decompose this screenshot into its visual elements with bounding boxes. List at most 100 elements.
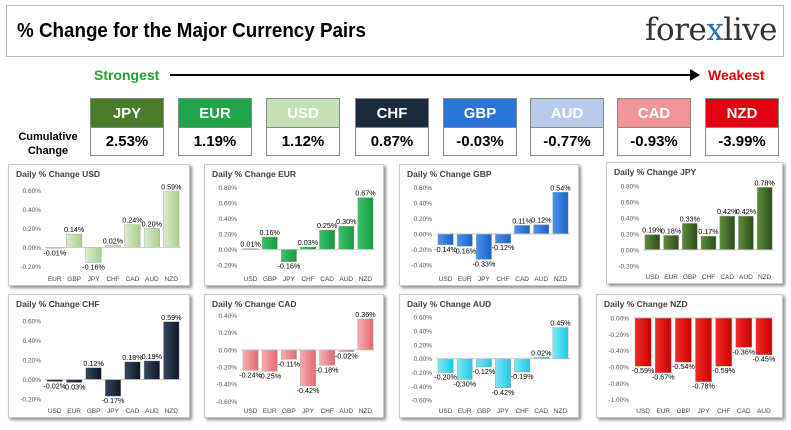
x-tick-label: CAD bbox=[534, 408, 548, 415]
y-tick-label: -0.40% bbox=[411, 262, 432, 269]
currency-box-chf: CHF 0.87% bbox=[355, 98, 429, 156]
chart-panel-cad: Daily % Change CAD -0.60% -0.40% -0.20% 0.0… bbox=[204, 294, 384, 418]
data-label: -0.16% bbox=[277, 262, 300, 271]
y-tick-label: -0.20% bbox=[411, 247, 432, 254]
x-tick-label: CHF bbox=[106, 276, 119, 283]
bar-nzd bbox=[756, 187, 773, 251]
x-tick-label: JPY bbox=[478, 276, 491, 283]
data-label: 0.02% bbox=[103, 236, 124, 245]
y-tick-label: 0.60% bbox=[414, 315, 433, 322]
data-label: 0.12% bbox=[83, 359, 104, 368]
y-tick-label: -0.20% bbox=[608, 332, 629, 339]
data-label: -0.01% bbox=[43, 248, 66, 257]
strongest-label: Strongest bbox=[94, 67, 160, 83]
bar-eur bbox=[456, 233, 473, 247]
currency-code: AUD bbox=[531, 99, 603, 128]
arrow-right-icon bbox=[690, 69, 700, 81]
chart-panel-aud: Daily % Change AUD -0.60% -0.40% -0.20% 0.0… bbox=[399, 294, 579, 418]
data-label: -0.12% bbox=[492, 243, 515, 252]
data-label: 0.20% bbox=[142, 219, 163, 228]
currency-code: NZD bbox=[706, 99, 778, 128]
data-label: 0.59% bbox=[161, 313, 182, 322]
x-tick-label: EUR bbox=[458, 408, 472, 415]
x-tick-label: GBP bbox=[477, 408, 491, 415]
bar-usd bbox=[644, 234, 661, 250]
bar-chart-nzd: -1.00% -0.80% -0.60% -0.40% -0.20% 0.00% -0.59… bbox=[608, 315, 776, 415]
bar-eur bbox=[654, 317, 672, 373]
x-tick-label: NZD bbox=[554, 408, 568, 415]
data-label: -0.54% bbox=[672, 362, 695, 371]
data-label: -0.78% bbox=[692, 382, 715, 391]
y-tick-label: 0.20% bbox=[414, 342, 433, 349]
data-label: -0.11% bbox=[278, 359, 301, 368]
bar-nzd bbox=[163, 321, 180, 380]
bar-cad bbox=[719, 216, 735, 250]
bar-jpy bbox=[495, 358, 511, 388]
data-label: -0.42% bbox=[492, 388, 515, 397]
y-tick-label: 0.20% bbox=[219, 330, 238, 337]
y-tick-label: -0.80% bbox=[608, 381, 629, 388]
bar-eur bbox=[663, 235, 679, 251]
x-tick-label: GBP bbox=[683, 274, 697, 281]
currency-box-cad: CAD -0.93% bbox=[617, 98, 691, 156]
x-tick-label: CAD bbox=[126, 408, 140, 415]
data-label: 0.16% bbox=[260, 228, 281, 237]
data-label: 0.19% bbox=[142, 352, 163, 361]
currency-box-aud: AUD -0.77% bbox=[530, 98, 604, 156]
x-tick-label: GBP bbox=[676, 408, 690, 415]
chart-title: Daily % Change AUD bbox=[407, 299, 492, 309]
bar-cad bbox=[735, 317, 753, 348]
cumulative-label-line2: Change bbox=[27, 145, 69, 157]
y-tick-label: 0.20% bbox=[23, 357, 42, 364]
y-tick-label: 0.40% bbox=[23, 207, 42, 214]
x-tick-label: EUR bbox=[656, 408, 670, 415]
x-tick-label: USD bbox=[439, 276, 453, 283]
currency-code: CAD bbox=[618, 99, 690, 128]
x-tick-label: AUD bbox=[145, 408, 159, 415]
bar-aud bbox=[533, 224, 550, 235]
currency-cumulative-value: -3.99% bbox=[718, 133, 766, 150]
x-tick-label: CAD bbox=[515, 276, 529, 283]
y-tick-label: -0.40% bbox=[216, 382, 237, 389]
data-label: 0.14% bbox=[64, 225, 85, 234]
currency-box-gbp: GBP -0.03% bbox=[443, 98, 517, 156]
currency-cumulative-value: 0.87% bbox=[370, 133, 414, 150]
data-label: 0.01% bbox=[240, 240, 261, 249]
x-tick-label: GBP bbox=[87, 408, 101, 415]
bar-aud bbox=[143, 360, 160, 380]
bar-gbp bbox=[675, 317, 692, 363]
chart-panel-jpy: Daily % Change JPY -0.20% 0.00% 0.20% 0.40%… bbox=[606, 162, 783, 284]
bar-aud bbox=[738, 216, 754, 250]
x-tick-label: EUR bbox=[458, 276, 472, 283]
data-label: -0.45% bbox=[753, 355, 776, 364]
bar-gbp bbox=[66, 233, 83, 248]
data-label: 0.25% bbox=[317, 221, 338, 230]
bar-chf bbox=[700, 235, 717, 250]
bar-nzd bbox=[552, 327, 569, 359]
currency-code: EUR bbox=[179, 99, 251, 128]
data-label: -0.20% bbox=[434, 373, 457, 382]
bar-usd bbox=[242, 349, 259, 371]
data-label: -0.24% bbox=[239, 370, 262, 379]
data-label: 0.03% bbox=[298, 238, 319, 247]
chart-panel-nzd: Daily % Change NZD -1.00% -0.80% -0.60% -0.… bbox=[596, 294, 783, 418]
data-label: -0.36% bbox=[732, 347, 755, 356]
bar-gbp bbox=[85, 367, 102, 380]
x-tick-label: NZD bbox=[359, 408, 373, 415]
data-label: -0.30% bbox=[453, 379, 476, 388]
currency-box-nzd: NZD -3.99% bbox=[705, 98, 779, 156]
data-label: 0.24% bbox=[122, 216, 143, 225]
bar-chart-jpy: -0.20% 0.00% 0.20% 0.40% 0.60% 0.80% 0.19% USD 0… bbox=[618, 178, 775, 281]
bar-jpy bbox=[105, 379, 121, 397]
bar-usd bbox=[437, 233, 454, 245]
logo-text-left: fore bbox=[645, 12, 707, 48]
data-label: 0.54% bbox=[550, 183, 571, 192]
currency-cumulative-value: -0.77% bbox=[543, 133, 591, 150]
y-tick-label: 0.00% bbox=[414, 231, 433, 238]
y-tick-label: -0.40% bbox=[411, 384, 432, 391]
x-tick-label: EUR bbox=[263, 408, 277, 415]
x-tick-label: AUD bbox=[145, 276, 159, 283]
y-tick-label: 0.40% bbox=[23, 338, 42, 345]
y-tick-label: 0.40% bbox=[219, 216, 238, 223]
y-tick-label: 0.20% bbox=[621, 231, 640, 238]
